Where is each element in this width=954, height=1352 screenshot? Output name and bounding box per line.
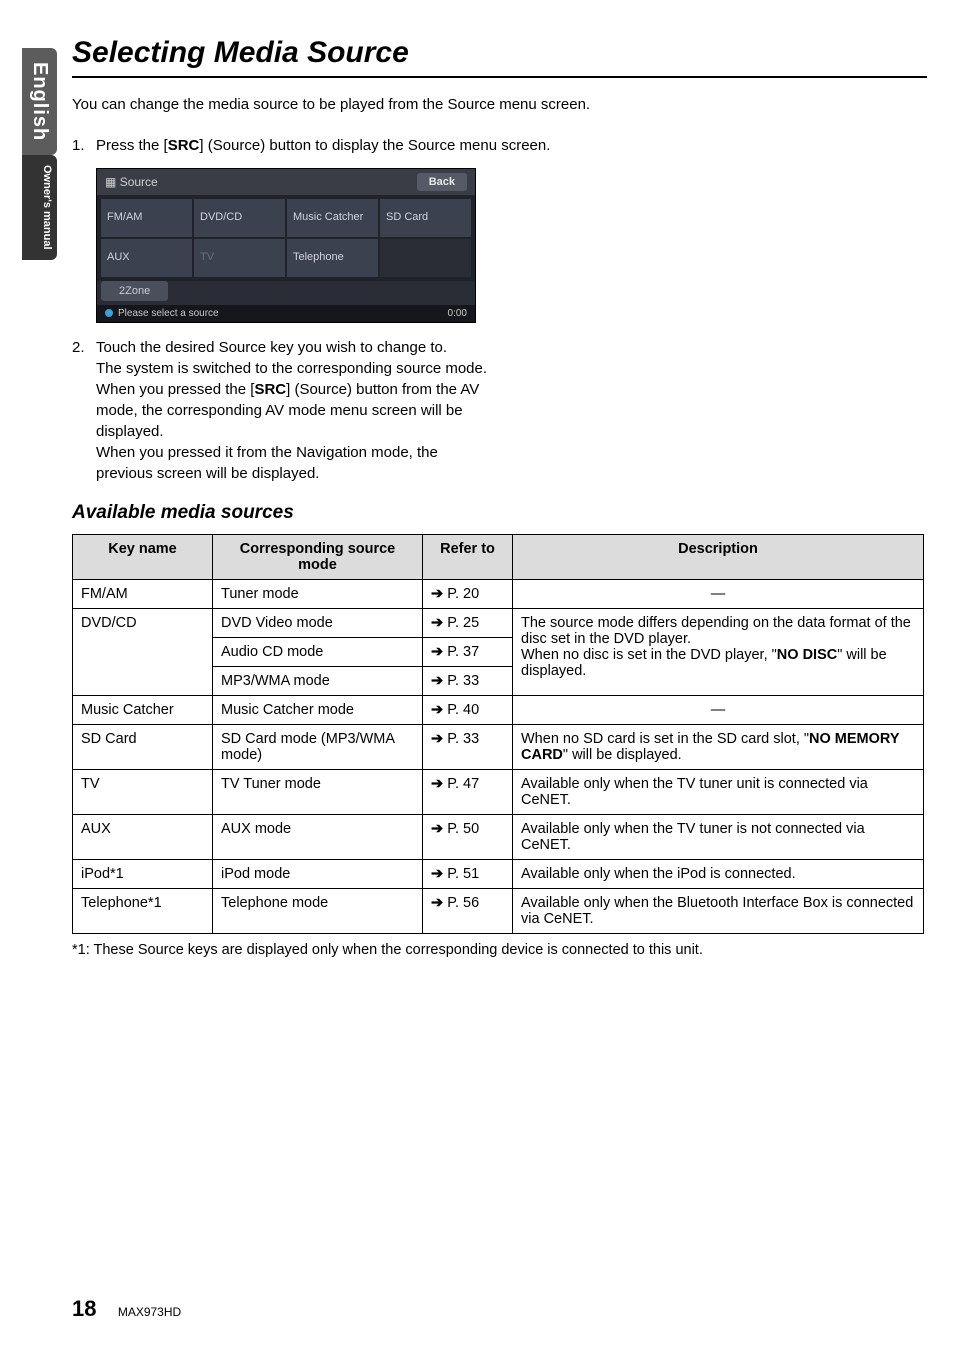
screenshot-title: ▦ Source bbox=[105, 175, 158, 189]
tab-owners-manual: Owner's manual bbox=[22, 155, 57, 260]
cell-desc: Available only when the TV tuner is not … bbox=[513, 815, 924, 860]
source-cell-aux[interactable]: AUX bbox=[101, 239, 192, 277]
cell-ref: ➔ P. 33 bbox=[423, 725, 513, 770]
screenshot-footer: Please select a source 0:00 bbox=[97, 305, 475, 322]
step-2-number: 2. bbox=[72, 337, 96, 358]
cell-ref: ➔ P. 40 bbox=[423, 696, 513, 725]
cell-key: iPod*1 bbox=[73, 860, 213, 889]
step-1-text-a: Press the [ bbox=[96, 137, 168, 154]
step-2-line3: When you pressed the [SRC] (Source) butt… bbox=[72, 379, 492, 442]
twozone-button[interactable]: 2Zone bbox=[101, 281, 168, 301]
sidebar-tabs: English Owner's manual bbox=[22, 48, 57, 260]
step-2-line2: The system is switched to the correspond… bbox=[72, 358, 492, 379]
cell-key: AUX bbox=[73, 815, 213, 860]
table-row: FM/AM Tuner mode ➔ P. 20 — bbox=[73, 580, 924, 609]
table-row: AUX AUX mode ➔ P. 50 Available only when… bbox=[73, 815, 924, 860]
footer-time: 0:00 bbox=[448, 308, 467, 319]
cell-ref: ➔ P. 25 bbox=[423, 609, 513, 638]
status-dot-icon bbox=[105, 309, 113, 317]
source-cell-empty bbox=[380, 239, 471, 277]
back-button[interactable]: Back bbox=[417, 173, 467, 191]
page-number: 18 bbox=[72, 1296, 96, 1321]
source-menu-screenshot: ▦ Source Back FM/AMDVD/CDMusic CatcherSD… bbox=[96, 168, 476, 323]
step-1: 1.Press the [SRC] (Source) button to dis… bbox=[72, 135, 927, 156]
page-title: Selecting Media Source bbox=[72, 36, 927, 78]
screenshot-header-icon: ▦ bbox=[105, 175, 116, 189]
table-row: DVD/CD DVD Video mode ➔ P. 25 The source… bbox=[73, 609, 924, 638]
cell-key: DVD/CD bbox=[73, 609, 213, 696]
table-header-row: Key name Corresponding source mode Refer… bbox=[73, 535, 924, 580]
cell-mode: iPod mode bbox=[213, 860, 423, 889]
model-name: MAX973HD bbox=[118, 1305, 181, 1319]
cell-mode: Music Catcher mode bbox=[213, 696, 423, 725]
cell-mode: AUX mode bbox=[213, 815, 423, 860]
source-grid: FM/AMDVD/CDMusic CatcherSD Card AUXTVTele… bbox=[97, 195, 475, 281]
cell-mode: Tuner mode bbox=[213, 580, 423, 609]
cell-key: TV bbox=[73, 770, 213, 815]
table-row: Telephone*1 Telephone mode ➔ P. 56 Avail… bbox=[73, 889, 924, 934]
cell-desc: Available only when the Bluetooth Interf… bbox=[513, 889, 924, 934]
table-row: iPod*1 iPod mode ➔ P. 51 Available only … bbox=[73, 860, 924, 889]
cell-mode: Audio CD mode bbox=[213, 638, 423, 667]
footer-status: Please select a source bbox=[105, 308, 219, 319]
source-cell-fm-am[interactable]: FM/AM bbox=[101, 199, 192, 237]
cell-ref: ➔ P. 51 bbox=[423, 860, 513, 889]
cell-ref: ➔ P. 37 bbox=[423, 638, 513, 667]
th-refer: Refer to bbox=[423, 535, 513, 580]
tab-english: English bbox=[22, 48, 57, 155]
step-2-line1: Touch the desired Source key you wish to… bbox=[96, 339, 447, 356]
cell-ref: ➔ P. 47 bbox=[423, 770, 513, 815]
cell-ref: ➔ P. 20 bbox=[423, 580, 513, 609]
page-footer: 18 MAX973HD bbox=[72, 1296, 181, 1322]
cell-ref: ➔ P. 33 bbox=[423, 667, 513, 696]
source-cell-telephone[interactable]: Telephone bbox=[287, 239, 378, 277]
step-1-text-b: ] (Source) button to display the Source … bbox=[199, 137, 550, 154]
intro-text: You can change the media source to be pl… bbox=[72, 94, 927, 115]
step-2: 2.Touch the desired Source key you wish … bbox=[72, 337, 492, 484]
cell-mode: Telephone mode bbox=[213, 889, 423, 934]
cell-desc: The source mode differs depending on the… bbox=[513, 609, 924, 696]
th-key-name: Key name bbox=[73, 535, 213, 580]
table-row: Music Catcher Music Catcher mode ➔ P. 40… bbox=[73, 696, 924, 725]
table-row: TV TV Tuner mode ➔ P. 47 Available only … bbox=[73, 770, 924, 815]
th-mode: Corresponding source mode bbox=[213, 535, 423, 580]
media-sources-table: Key name Corresponding source mode Refer… bbox=[72, 534, 924, 934]
cell-key: SD Card bbox=[73, 725, 213, 770]
cell-key: Telephone*1 bbox=[73, 889, 213, 934]
available-sources-heading: Available media sources bbox=[72, 502, 927, 524]
screenshot-header: ▦ Source Back bbox=[97, 169, 475, 195]
cell-ref: ➔ P. 50 bbox=[423, 815, 513, 860]
cell-key: FM/AM bbox=[73, 580, 213, 609]
twozone-row: 2Zone bbox=[101, 281, 471, 301]
cell-mode: MP3/WMA mode bbox=[213, 667, 423, 696]
cell-desc: Available only when the iPod is connecte… bbox=[513, 860, 924, 889]
step-1-number: 1. bbox=[72, 135, 96, 156]
table-row: SD Card SD Card mode (MP3/WMA mode) ➔ P.… bbox=[73, 725, 924, 770]
step-2-line4: When you pressed it from the Navigation … bbox=[72, 442, 492, 484]
page-content: Selecting Media Source You can change th… bbox=[72, 36, 927, 958]
source-cell-dvd-cd[interactable]: DVD/CD bbox=[194, 199, 285, 237]
cell-key: Music Catcher bbox=[73, 696, 213, 725]
source-cell-tv[interactable]: TV bbox=[194, 239, 285, 277]
source-cell-music-catcher[interactable]: Music Catcher bbox=[287, 199, 378, 237]
cell-desc: — bbox=[513, 580, 924, 609]
th-description: Description bbox=[513, 535, 924, 580]
cell-mode: SD Card mode (MP3/WMA mode) bbox=[213, 725, 423, 770]
cell-mode: TV Tuner mode bbox=[213, 770, 423, 815]
cell-mode: DVD Video mode bbox=[213, 609, 423, 638]
cell-desc: When no SD card is set in the SD card sl… bbox=[513, 725, 924, 770]
cell-desc: Available only when the TV tuner unit is… bbox=[513, 770, 924, 815]
footnote: *1: These Source keys are displayed only… bbox=[72, 942, 927, 958]
step-1-src: SRC bbox=[168, 137, 200, 154]
source-cell-sd-card[interactable]: SD Card bbox=[380, 199, 471, 237]
cell-desc: — bbox=[513, 696, 924, 725]
cell-ref: ➔ P. 56 bbox=[423, 889, 513, 934]
